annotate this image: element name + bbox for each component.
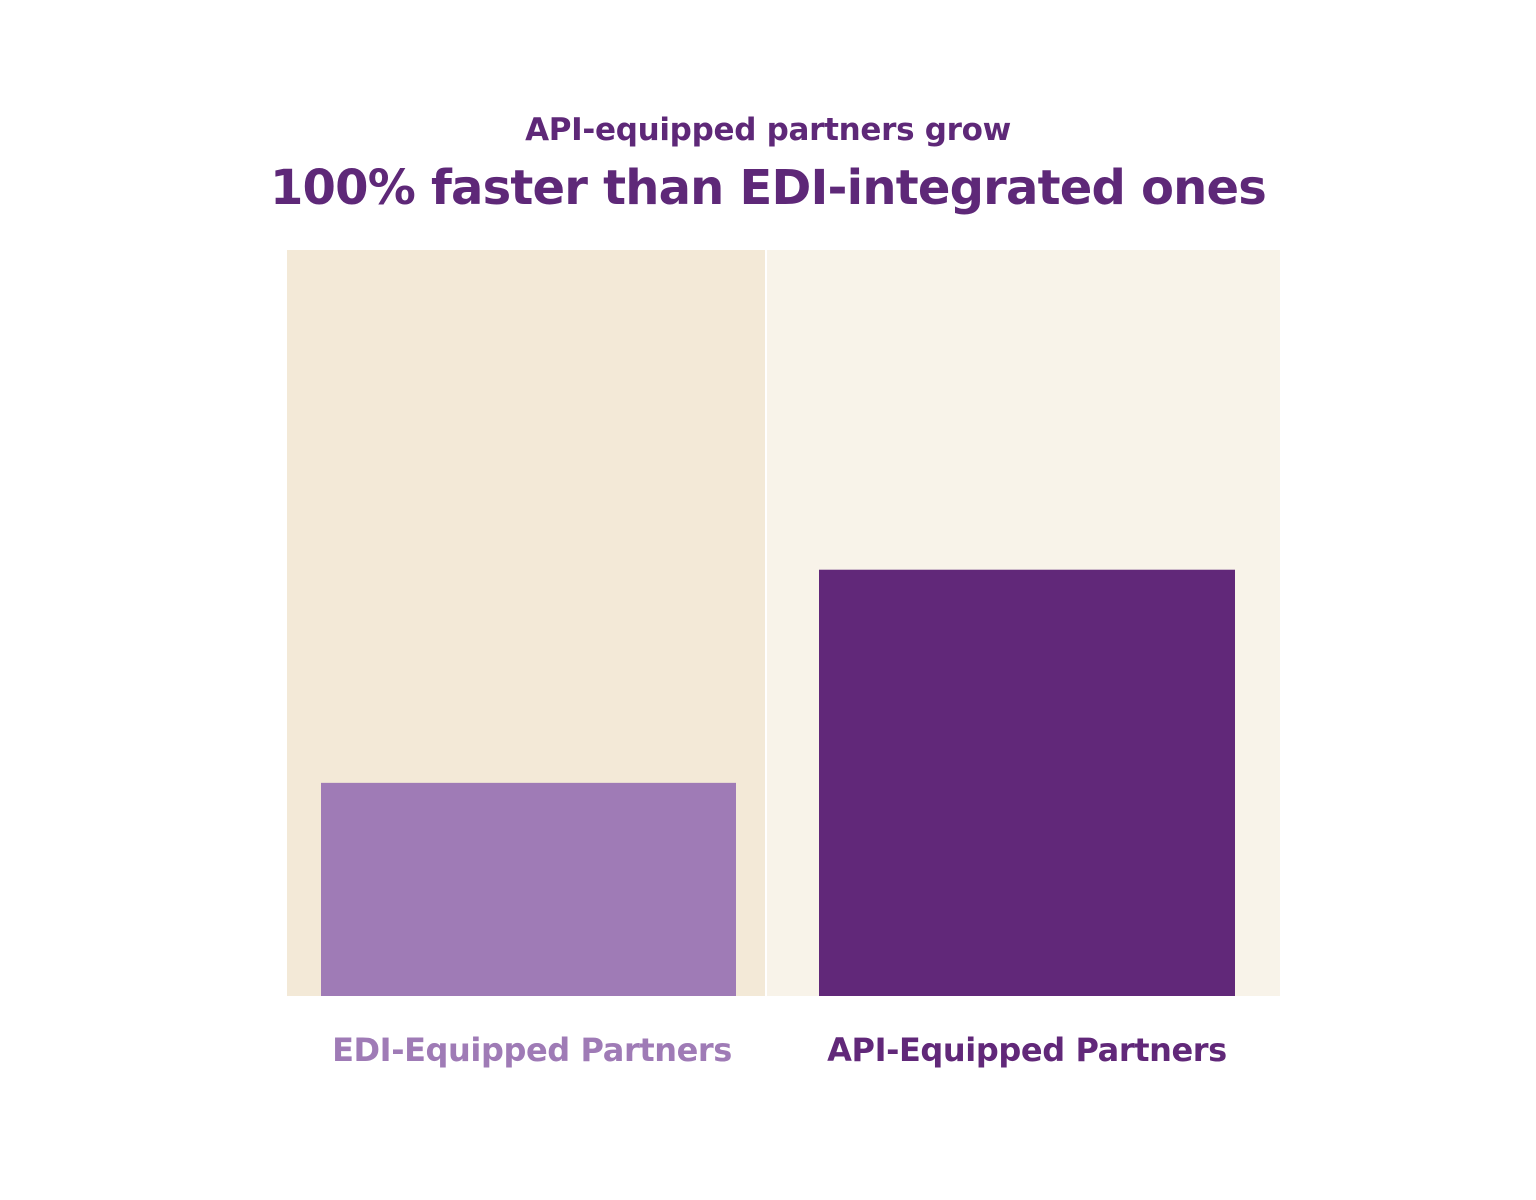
category-label-api: API-Equipped Partners	[827, 1031, 1227, 1069]
chart-subtitle: API-equipped partners grow	[525, 112, 1011, 148]
chart-title: 100% faster than EDI-integrated ones	[269, 160, 1267, 216]
category-labels-group: EDI-Equipped Partners API-Equipped Partne…	[332, 1031, 1227, 1069]
bar-api	[819, 569, 1235, 996]
category-label-edi: EDI-Equipped Partners	[332, 1031, 732, 1069]
bar-edi	[321, 782, 736, 996]
bars-group	[321, 569, 1235, 996]
